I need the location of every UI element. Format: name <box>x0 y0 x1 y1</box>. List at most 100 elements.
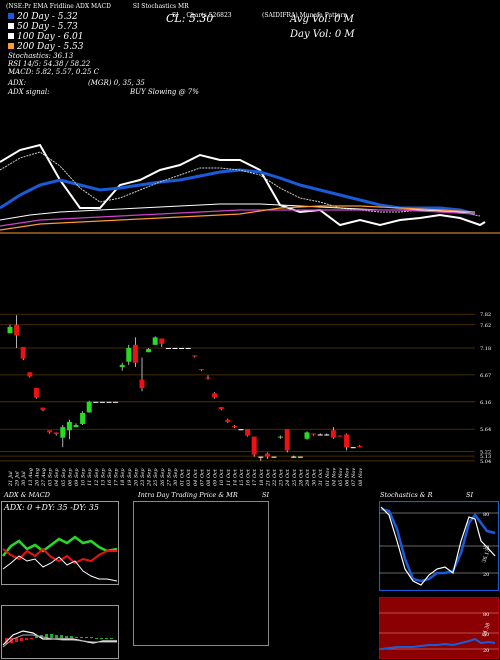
avg-volume: Avg Vol: 0 M <box>290 14 354 25</box>
header-link-grid[interactable]: Fridline <box>49 3 74 10</box>
rsi-panel: 80 50 20 54.38 <box>379 597 499 659</box>
ema-20-path <box>0 168 476 216</box>
date-label: 24 Oct <box>285 468 291 487</box>
header-link-si2[interactable]: SI <box>172 12 179 19</box>
macd-bar <box>100 638 103 639</box>
date-label: 01 Nov <box>325 468 331 486</box>
candle-body <box>284 429 290 451</box>
header-link-ema[interactable]: EMA <box>32 3 48 10</box>
candle-body <box>324 434 330 436</box>
ema-20-swatch <box>8 13 14 19</box>
ema-200-line: 200 Day - 5.53 <box>8 42 99 52</box>
candle-body <box>99 401 105 403</box>
adx-panel <box>1 501 119 585</box>
date-label: 10 Oct <box>219 468 225 486</box>
header-link-si[interactable]: SI <box>132 3 140 10</box>
candle-body <box>212 393 218 398</box>
macd-bar <box>30 638 33 639</box>
date-label: 12 Sep <box>94 468 100 486</box>
header-link-mr[interactable]: MR <box>177 3 189 10</box>
date-label: 25 Sep <box>153 468 159 487</box>
price-axis-label: 6.16 <box>480 400 491 406</box>
ema-20-line: 20 Day - 5.32 <box>8 12 99 22</box>
macd-bar <box>15 638 18 642</box>
date-label: 18 Sep <box>120 468 126 486</box>
candle-body <box>119 364 125 367</box>
candle-body <box>86 401 92 413</box>
rsi-readout: RSI 14/5: 54.38 / 58.22 <box>8 60 91 68</box>
macd-bar <box>65 636 68 638</box>
date-label: 18 Oct <box>259 468 265 486</box>
macd-bar <box>60 635 63 638</box>
ema-200-path <box>0 205 476 231</box>
date-label: 05 Nov <box>338 468 344 486</box>
ema-100-swatch <box>8 33 14 39</box>
header-link-adx[interactable]: ADX <box>75 3 90 10</box>
candle-body <box>132 344 138 363</box>
candle-body <box>179 347 185 349</box>
macd-bar <box>55 635 58 638</box>
header-right-title: (SAIDIFRA) Munafa Pattern <box>262 12 348 19</box>
candle-body <box>278 436 284 438</box>
header-link-nse[interactable]: (NSE:Pr <box>6 3 32 10</box>
candle-body <box>350 447 356 449</box>
candle-body <box>330 430 336 438</box>
candle-body <box>47 430 53 433</box>
candle-body <box>317 434 323 436</box>
date-label: 30 Jul <box>21 471 27 486</box>
adx-red-line <box>2 547 117 565</box>
macd-bar <box>105 638 108 639</box>
candle-body <box>60 427 66 438</box>
date-label: 16 Sep <box>107 468 113 486</box>
ema-100b-path <box>0 209 476 227</box>
ema-100-line: 100 Day - 6.01 <box>8 32 99 42</box>
date-label: 19 Sep <box>127 468 133 486</box>
candle-body <box>80 412 86 424</box>
macd-bar <box>20 638 23 641</box>
macd-panel <box>1 605 119 659</box>
rsi-axis-50: 50 <box>483 632 489 638</box>
date-label: 20 Sep <box>133 468 139 487</box>
date-label: 13 Sep <box>100 468 106 486</box>
date-label: 28 Oct <box>298 468 304 487</box>
candle-body <box>225 419 231 422</box>
date-label: 17 Oct <box>252 468 258 486</box>
buy-signal: BUY Slowing @ 7% <box>130 88 199 96</box>
date-label: 13 Aug <box>28 468 34 486</box>
date-label: 16 Oct <box>246 468 252 486</box>
candle-body <box>139 379 145 389</box>
price-axis-labels: 7.82 7.62 7.18 6.67 6.16 5.64 5.135.04 5.22 <box>480 312 491 465</box>
macd-bar <box>45 634 48 638</box>
rsi-line <box>380 637 496 650</box>
date-label: 06 Sep <box>67 468 73 486</box>
candle-body <box>93 401 99 403</box>
candle-body <box>27 372 33 377</box>
date-label: 17 Sep <box>114 468 120 486</box>
header-links[interactable]: (NSE:Pr EMA Fridline ADX MACD SI Stochas… <box>6 3 189 10</box>
candle-body <box>245 429 251 436</box>
header-link-stochastics[interactable]: Stochastics <box>141 3 177 10</box>
header-link-charts[interactable]: Charts <box>186 12 207 19</box>
date-label: 23 Oct <box>279 468 285 487</box>
header-link-macd[interactable]: MACD <box>91 3 111 10</box>
candle-body <box>73 425 79 428</box>
date-label: 21 Oct <box>265 468 271 487</box>
stoch-axis-20: 20 <box>483 572 489 578</box>
candle-body <box>152 337 158 345</box>
candle-body <box>357 446 363 448</box>
candle-body <box>291 456 297 458</box>
candle-body <box>238 429 244 431</box>
candle-body <box>344 434 350 448</box>
candle-body <box>264 453 270 457</box>
macd-signal-line <box>2 634 117 648</box>
macd-bar <box>80 637 83 638</box>
rsi-value: 54.38 <box>481 622 492 638</box>
date-label: 30 Sep <box>173 468 179 486</box>
stoch-d-line <box>380 506 496 586</box>
date-label: 06 Nov <box>345 468 351 486</box>
candle-body <box>172 347 178 349</box>
date-label: 30 Oct <box>312 468 318 486</box>
date-label: 07 Nov <box>351 468 357 486</box>
candle-body <box>165 347 171 349</box>
header-charts: SI Charts 526823 <box>172 12 232 19</box>
